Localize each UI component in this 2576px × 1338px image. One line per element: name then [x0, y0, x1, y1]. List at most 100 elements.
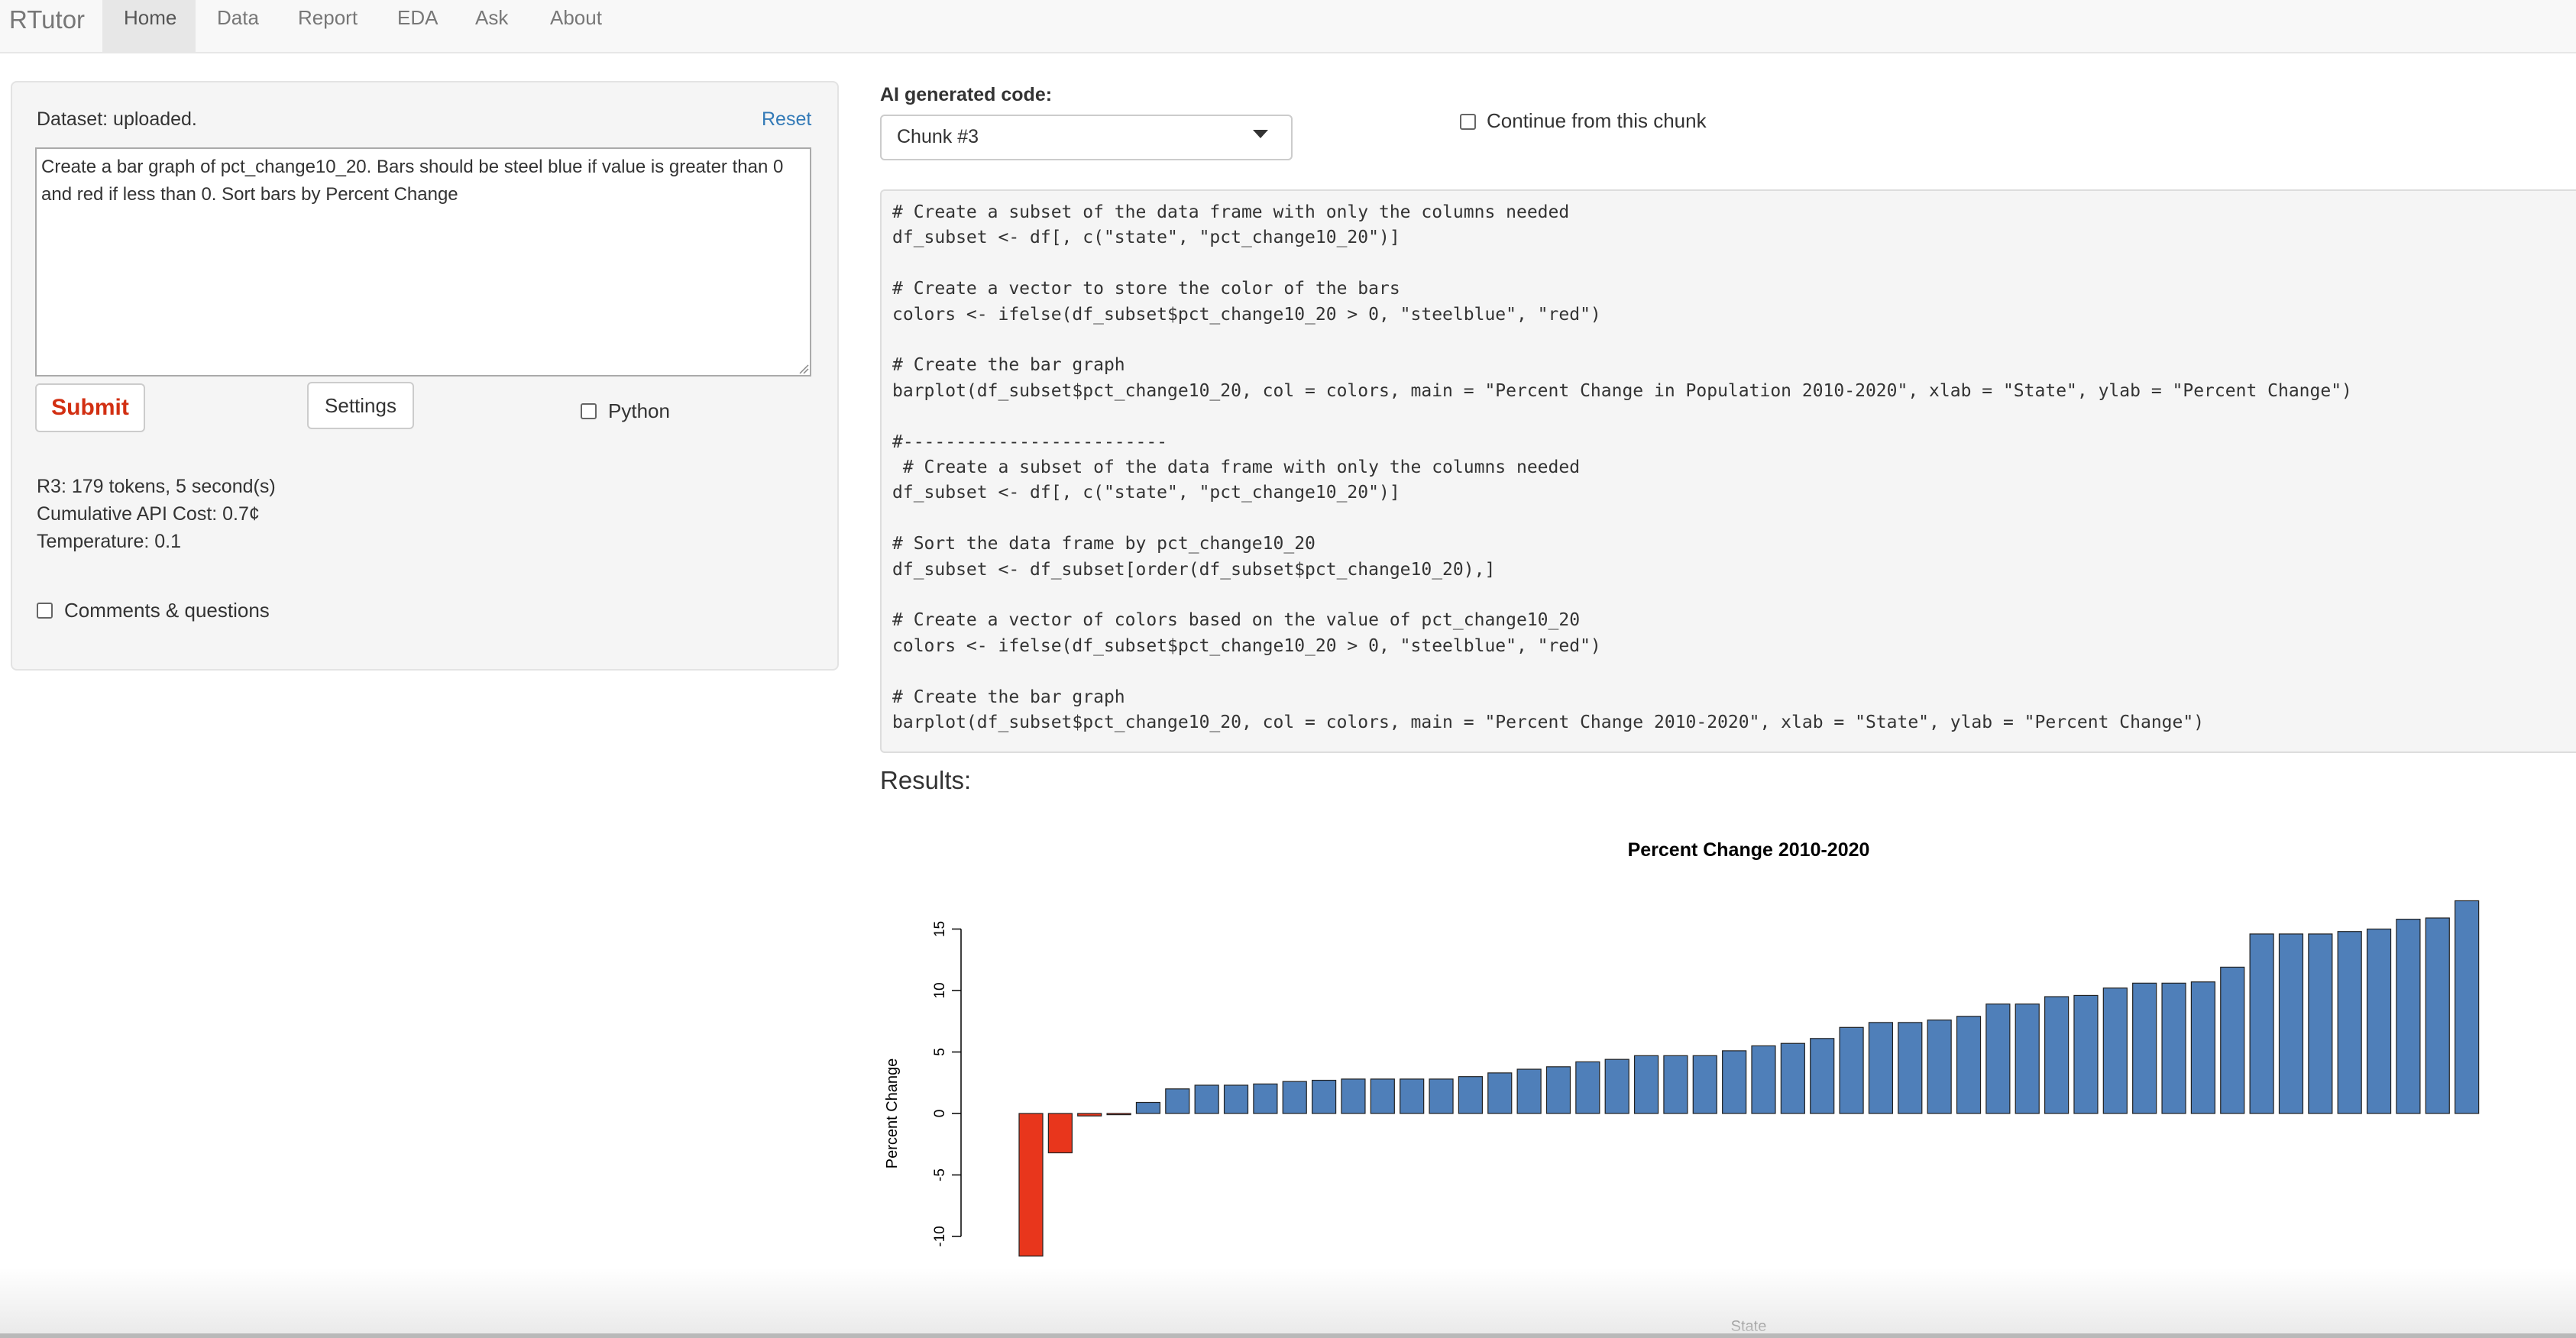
chart-bar: [2249, 933, 2274, 1114]
chart-bar: [1018, 1113, 1044, 1257]
api-cost: Cumulative API Cost: 0.7¢: [37, 503, 260, 525]
chunk-select[interactable]: [880, 115, 1293, 160]
chart-bar: [2015, 1004, 2040, 1114]
chart-bar: [1487, 1072, 1513, 1114]
code-title: AI generated code:: [880, 84, 1053, 105]
tab-eda[interactable]: EDA: [397, 6, 439, 29]
code-line: # Sort the data frame by pct_change10_20: [892, 534, 1316, 554]
results-title: Results:: [880, 766, 972, 794]
chart-bar: [1135, 1101, 1161, 1114]
chart-bar: [1956, 1016, 1982, 1114]
tab-data[interactable]: Data: [217, 6, 259, 29]
dataset-status: Dataset: uploaded.: [37, 108, 197, 130]
code-line: barplot(df_subset$pct_change10_20, col =…: [892, 713, 2205, 732]
chart-bar: [1633, 1055, 1659, 1114]
chart-bar: [1458, 1076, 1484, 1114]
chart-bar: [2366, 928, 2392, 1114]
chart-bar: [2190, 981, 2216, 1114]
code-line: df_subset <- df_subset[order(df_subset$p…: [892, 559, 1496, 580]
chart-bar: [1047, 1113, 1073, 1154]
code-line: # Create the bar graph: [892, 355, 1125, 376]
code-line: # Create the bar graph: [892, 687, 1125, 707]
chart-bar: [1810, 1038, 1835, 1114]
chart-bar: [1516, 1068, 1542, 1114]
y-tick-label: 10: [932, 982, 948, 998]
y-tick-label: -5: [932, 1168, 948, 1181]
code-line: colors <- ifelse(df_subset$pct_change10_…: [892, 304, 1601, 325]
chart-bar: [1429, 1078, 1454, 1114]
chart-bar: [2132, 982, 2157, 1114]
chart-bar: [1604, 1058, 1629, 1114]
chart-bar: [1663, 1055, 1688, 1114]
chart-bar: [1253, 1083, 1278, 1114]
chevron-down-icon: [1253, 130, 1268, 138]
code-line: # Create a vector of colors based on the…: [892, 610, 1581, 631]
submit-button[interactable]: Submit: [35, 383, 145, 432]
resize-handle-icon[interactable]: [798, 364, 809, 374]
chart-bar: [1868, 1022, 1894, 1114]
chart-bar: [2220, 966, 2245, 1114]
chunk-select-value: Chunk #3: [897, 126, 979, 147]
tab-about[interactable]: About: [550, 6, 602, 29]
code-line: #-------------------------: [892, 431, 1168, 452]
chart-bar: [2102, 987, 2128, 1114]
chart-bar: [2425, 917, 2450, 1114]
token-stats: R3: 179 tokens, 5 second(s): [37, 476, 276, 497]
chart-bar: [2337, 931, 2362, 1114]
continue-checkbox[interactable]: [1460, 114, 1476, 130]
y-tick-label: -10: [932, 1226, 948, 1246]
continue-label: Continue from this chunk: [1487, 109, 1707, 132]
reset-link[interactable]: Reset: [762, 108, 812, 130]
y-tick-label: 0: [932, 1110, 948, 1118]
chart-bar: [2396, 919, 2421, 1114]
chart-bar: [1282, 1081, 1307, 1114]
chart-bar: [2278, 933, 2304, 1114]
chart-bar: [1106, 1113, 1131, 1116]
code-line: colors <- ifelse(df_subset$pct_change10_…: [892, 635, 1601, 656]
chart-bar: [1692, 1055, 1717, 1114]
chart-bar: [2455, 900, 2480, 1114]
comments-label: Comments & questions: [64, 599, 270, 622]
chart-bar: [2308, 933, 2333, 1114]
chart-bar: [1223, 1084, 1249, 1114]
chart-bar: [1898, 1022, 1923, 1114]
settings-button[interactable]: Settings: [307, 382, 414, 429]
navbar: RTutor Home Data Report EDA Ask About: [0, 0, 2576, 53]
chart-bar: [1985, 1004, 2011, 1114]
y-tick-label: 5: [932, 1048, 948, 1056]
chart-bar: [1194, 1084, 1219, 1114]
chart-bar: [1311, 1079, 1337, 1114]
code-line: # Create a subset of the data frame with…: [892, 202, 1570, 222]
code-line: df_subset <- df[, c("state", "pct_change…: [892, 228, 1400, 248]
code-line: barplot(df_subset$pct_change10_20, col =…: [892, 380, 2352, 401]
chart-bar: [2161, 982, 2186, 1114]
code-line: df_subset <- df[, c("state", "pct_change…: [892, 483, 1400, 503]
chart-bar: [1722, 1050, 1747, 1114]
chart-title: Percent Change 2010-2020: [1628, 839, 1870, 861]
chart-bar: [1927, 1020, 1952, 1114]
chart-bar: [1165, 1088, 1190, 1114]
chart-bar: [1370, 1078, 1395, 1114]
chart-bar: [1780, 1042, 1805, 1114]
code-line: # Create a subset of the data frame with…: [892, 457, 1581, 477]
bottom-divider: [0, 1333, 2576, 1338]
code-block[interactable]: [880, 189, 2576, 753]
tab-ask[interactable]: Ask: [475, 6, 509, 29]
chart-bar: [1545, 1066, 1571, 1114]
bottom-shade: [0, 1268, 2576, 1338]
tab-home[interactable]: Home: [102, 0, 196, 52]
tab-report[interactable]: Report: [298, 6, 358, 29]
chart-bar: [2044, 996, 2070, 1114]
chart-bar: [1751, 1045, 1776, 1114]
prompt-input[interactable]: Create a bar graph of pct_change10_20. B…: [35, 147, 811, 377]
comments-checkbox[interactable]: [37, 603, 53, 619]
app-brand[interactable]: RTutor: [9, 5, 86, 34]
bar-chart: Percent Change 2010-2020 -10 -5 0 5 10 15 Perce…: [884, 839, 2480, 1335]
chart-bar: [1839, 1026, 1864, 1114]
chart-bar: [1341, 1078, 1366, 1114]
chart-bar: [1575, 1061, 1600, 1114]
python-checkbox[interactable]: [581, 403, 597, 419]
chart-bar: [1400, 1078, 1425, 1114]
code-line: # Create a vector to store the color of …: [892, 279, 1400, 299]
chart-bar: [1077, 1113, 1102, 1117]
